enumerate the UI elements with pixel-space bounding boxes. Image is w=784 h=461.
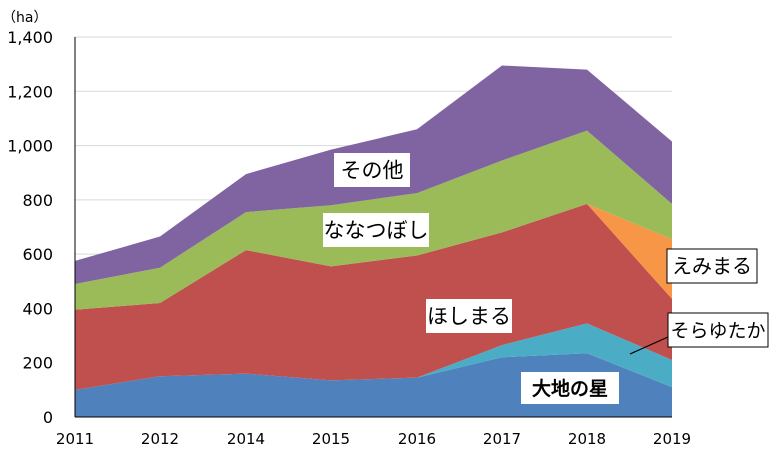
area-3 [75,203,672,390]
label-daichinohoshi: 大地の星 [532,377,608,400]
y-tick-label: 800 [22,191,53,210]
y-tick-label: 0 [43,408,53,427]
label-emimaru: えみまる [672,254,752,278]
label-emimaru-box [666,248,758,284]
label-daichinohoshi-box [521,372,619,404]
y-tick-label: 1,200 [7,82,53,101]
x-tick-label: 2019 [653,430,691,448]
label-nanatsuboshi-box [323,213,429,247]
area-4 [75,203,672,310]
label-hoshimaru-box [426,299,512,333]
label-hoshimaru: ほしまる [427,305,511,329]
x-tick-label: 2015 [312,430,350,448]
y-tick-label: 600 [22,245,53,264]
label-sonota: その他 [341,159,404,183]
y-unit-label: （ha） [2,10,47,26]
x-tick-label: 2012 [141,430,179,448]
area-2 [75,323,672,390]
y-tick-label: 400 [22,299,53,318]
x-tick-label: 2011 [56,430,94,448]
label-sonota-box [334,153,410,187]
x-tick-label: 2017 [483,430,521,448]
label-sorayutaka-box [667,312,769,348]
x-tick-label: 2016 [398,430,436,448]
y-tick-label: 200 [22,354,53,373]
sorayutaka-leader-line [629,336,669,355]
label-nanatsuboshi: ななつぼし [324,219,429,243]
x-tick-label: 2018 [568,430,606,448]
y-tick-label: 1,400 [7,28,53,47]
y-tick-label: 1,000 [7,137,53,156]
x-tick-labels: 2011 2012 2014 2015 2016 2017 2018 2019 [56,430,691,448]
label-sorayutaka: そらゆたか [670,320,765,342]
x-tick-label: 2014 [227,430,265,448]
y-tick-labels: 0 200 400 600 800 1,000 1,200 1,400 [7,28,53,427]
